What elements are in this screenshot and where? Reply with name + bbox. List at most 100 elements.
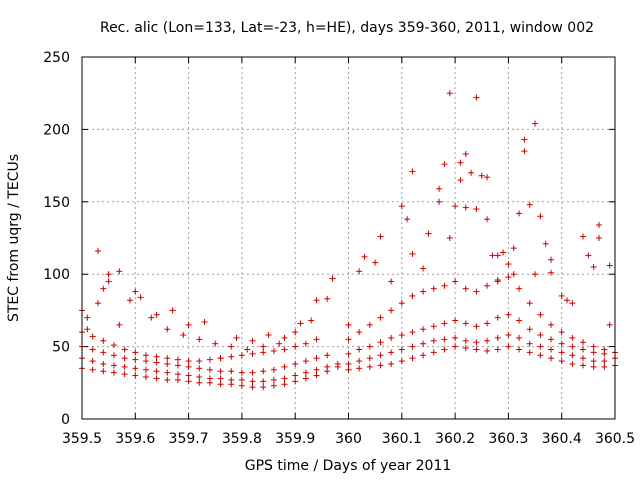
data-point — [270, 366, 277, 373]
data-point — [457, 177, 464, 184]
data-point — [356, 365, 363, 372]
data-point — [441, 346, 448, 353]
data-point — [564, 297, 571, 304]
data-point — [516, 210, 523, 217]
data-point — [473, 206, 480, 213]
data-point — [270, 382, 277, 389]
data-point — [228, 343, 235, 350]
data-point — [409, 292, 416, 299]
data-point — [558, 329, 565, 336]
data-point — [121, 355, 128, 362]
data-point — [270, 376, 277, 383]
data-point — [420, 265, 427, 272]
data-point — [601, 346, 608, 353]
data-point — [526, 326, 533, 333]
data-point — [580, 346, 587, 353]
data-point — [196, 374, 203, 381]
data-point — [185, 321, 192, 328]
data-point — [334, 360, 341, 367]
data-point — [590, 349, 597, 356]
data-points — [79, 90, 618, 391]
data-point — [558, 292, 565, 299]
data-point — [244, 346, 251, 353]
data-point — [526, 300, 533, 307]
data-point — [217, 375, 224, 382]
x-tick-label: 360.1 — [382, 431, 422, 447]
data-point — [409, 168, 416, 175]
data-point — [249, 384, 256, 391]
data-point — [548, 256, 555, 263]
data-point — [105, 278, 112, 285]
data-point — [558, 349, 565, 356]
data-point — [452, 278, 459, 285]
data-point — [473, 288, 480, 295]
data-point — [89, 366, 96, 373]
data-point — [233, 334, 240, 341]
y-tick-label: 100 — [43, 267, 70, 283]
data-point — [206, 356, 213, 363]
data-point — [398, 332, 405, 339]
data-point — [478, 172, 485, 179]
data-point — [494, 314, 501, 321]
data-point — [249, 378, 256, 385]
data-point — [121, 363, 128, 370]
data-point — [489, 252, 496, 259]
data-point — [462, 151, 469, 158]
data-point — [366, 355, 373, 362]
data-point — [174, 362, 181, 369]
data-point — [430, 285, 437, 292]
data-point — [377, 314, 384, 321]
data-point — [366, 363, 373, 370]
data-point — [377, 339, 384, 346]
data-point — [302, 340, 309, 347]
data-point — [462, 285, 469, 292]
data-point — [430, 323, 437, 330]
data-point — [494, 276, 501, 283]
data-point — [153, 375, 160, 382]
data-point — [356, 358, 363, 365]
data-point — [132, 288, 139, 295]
data-point — [420, 288, 427, 295]
data-point — [580, 362, 587, 369]
x-tick-label: 360.5 — [595, 431, 635, 447]
data-point — [169, 307, 176, 314]
data-point — [494, 346, 501, 353]
data-point — [174, 356, 181, 363]
data-point — [148, 314, 155, 321]
data-point — [452, 317, 459, 324]
data-point — [313, 297, 320, 304]
data-point — [580, 339, 587, 346]
data-point — [281, 334, 288, 341]
data-point — [409, 329, 416, 336]
data-point — [196, 379, 203, 386]
data-point — [590, 343, 597, 350]
data-point — [526, 340, 533, 347]
data-point — [313, 366, 320, 373]
y-tick-label: 200 — [43, 122, 70, 138]
data-point — [206, 375, 213, 382]
data-point — [297, 320, 304, 327]
data-point — [558, 340, 565, 347]
data-point — [260, 368, 267, 375]
data-point — [446, 235, 453, 241]
data-point — [585, 252, 592, 259]
data-point — [377, 352, 384, 359]
x-tick-label: 359.8 — [222, 431, 262, 447]
data-point — [212, 340, 219, 347]
data-point — [313, 336, 320, 343]
data-point — [164, 376, 171, 383]
data-point — [260, 349, 267, 356]
data-point — [537, 352, 544, 359]
data-point — [398, 300, 405, 307]
data-point — [185, 363, 192, 370]
data-point — [548, 336, 555, 343]
data-point — [526, 349, 533, 356]
data-point — [596, 221, 603, 228]
data-point — [462, 320, 469, 327]
y-tick-label: 150 — [43, 195, 70, 211]
data-point — [329, 275, 336, 282]
data-point — [596, 235, 603, 241]
data-point — [345, 360, 352, 367]
data-point — [388, 334, 395, 341]
